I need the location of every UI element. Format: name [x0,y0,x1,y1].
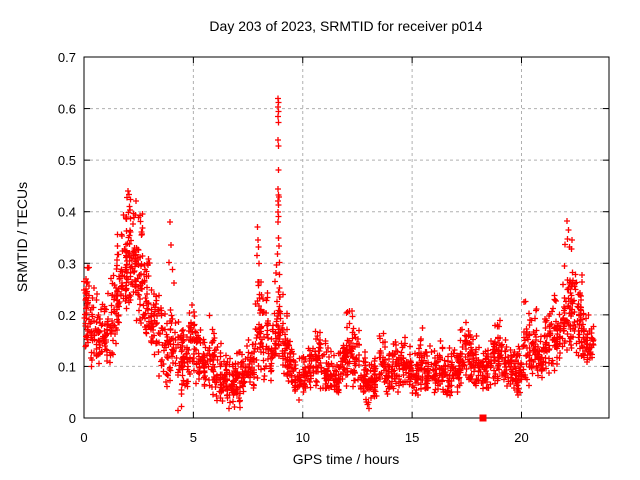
y-tick-label: 0.2 [58,308,76,323]
y-tick-label: 0.5 [58,153,76,168]
plot-frame [83,56,610,419]
y-axis-title: SRMTID / TECUs [14,182,30,292]
chart-title: Day 203 of 2023, SRMTID for receiver p01… [209,18,482,34]
x-tick-label: 5 [190,430,197,445]
y-tick-label: 0.7 [58,50,76,65]
y-tick-label: 0.3 [58,256,76,271]
y-tick-label: 0.6 [58,102,76,117]
flagged-point-marker [479,414,487,422]
x-tick-label: 10 [296,430,310,445]
data-layer [81,95,597,422]
scatter-points-srmtid [81,95,597,414]
x-axis-title: GPS time / hours [293,451,400,467]
x-tick-label: 15 [405,430,419,445]
x-tick-label: 20 [514,430,528,445]
x-tick-label: 0 [80,430,87,445]
y-tick-label: 0.4 [58,205,76,220]
axis-layer: 0 5 10 15 20 0 0.1 0.2 0.3 0.4 0.5 0.6 0.7 [58,50,610,445]
y-tick-label: 0 [69,411,76,426]
y-tick-label: 0.1 [58,359,76,374]
